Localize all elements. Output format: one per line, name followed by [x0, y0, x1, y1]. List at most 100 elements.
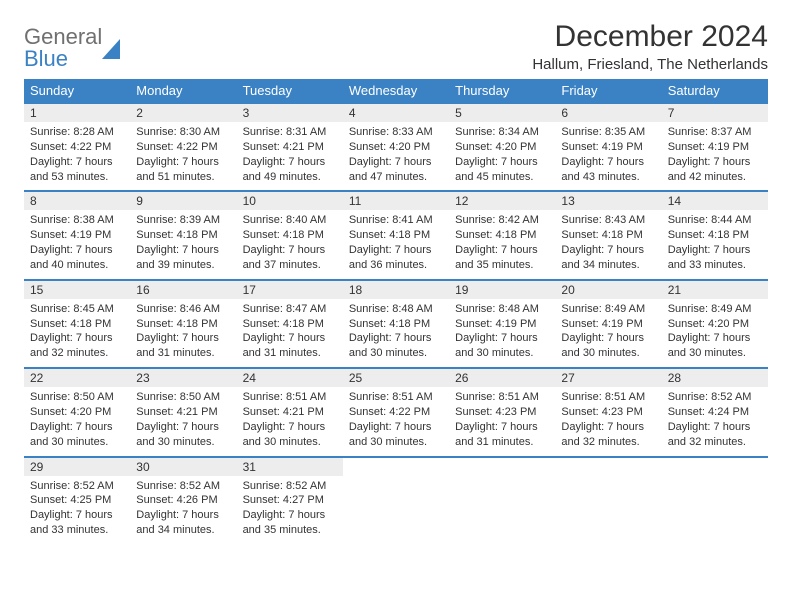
- day-content-cell: Sunrise: 8:44 AMSunset: 4:18 PMDaylight:…: [662, 210, 768, 279]
- daylight-line: Daylight: 7 hours and 30 minutes.: [455, 331, 549, 361]
- day-number-cell: 8: [24, 191, 130, 210]
- sunset-line: Sunset: 4:18 PM: [349, 228, 443, 243]
- weekday-header: Tuesday: [237, 79, 343, 103]
- day-content-cell: Sunrise: 8:51 AMSunset: 4:23 PMDaylight:…: [449, 387, 555, 456]
- day-content-cell: Sunrise: 8:49 AMSunset: 4:19 PMDaylight:…: [555, 299, 661, 368]
- day-number-cell: 20: [555, 280, 661, 299]
- sunset-line: Sunset: 4:18 PM: [30, 317, 124, 332]
- sunset-line: Sunset: 4:20 PM: [668, 317, 762, 332]
- day-number-cell: 9: [130, 191, 236, 210]
- day-number-cell: 10: [237, 191, 343, 210]
- daylight-line: Daylight: 7 hours and 43 minutes.: [561, 155, 655, 185]
- sunset-line: Sunset: 4:23 PM: [561, 405, 655, 420]
- day-content-cell: [449, 476, 555, 544]
- sunrise-line: Sunrise: 8:46 AM: [136, 302, 230, 317]
- sunrise-line: Sunrise: 8:52 AM: [136, 479, 230, 494]
- calendar-table: SundayMondayTuesdayWednesdayThursdayFrid…: [24, 79, 768, 544]
- daylight-line: Daylight: 7 hours and 34 minutes.: [136, 508, 230, 538]
- day-content-cell: Sunrise: 8:52 AMSunset: 4:27 PMDaylight:…: [237, 476, 343, 544]
- sunset-line: Sunset: 4:22 PM: [30, 140, 124, 155]
- sunset-line: Sunset: 4:20 PM: [455, 140, 549, 155]
- sunset-line: Sunset: 4:18 PM: [243, 228, 337, 243]
- daylight-line: Daylight: 7 hours and 39 minutes.: [136, 243, 230, 273]
- day-number-cell: 30: [130, 457, 236, 476]
- day-content-cell: Sunrise: 8:38 AMSunset: 4:19 PMDaylight:…: [24, 210, 130, 279]
- calendar-body: 1234567Sunrise: 8:28 AMSunset: 4:22 PMDa…: [24, 103, 768, 544]
- day-content-cell: Sunrise: 8:30 AMSunset: 4:22 PMDaylight:…: [130, 122, 236, 191]
- daylight-line: Daylight: 7 hours and 35 minutes.: [455, 243, 549, 273]
- sunrise-line: Sunrise: 8:52 AM: [243, 479, 337, 494]
- daylight-line: Daylight: 7 hours and 49 minutes.: [243, 155, 337, 185]
- sunrise-line: Sunrise: 8:39 AM: [136, 213, 230, 228]
- weekday-header: Monday: [130, 79, 236, 103]
- sunrise-line: Sunrise: 8:33 AM: [349, 125, 443, 140]
- day-content-cell: Sunrise: 8:46 AMSunset: 4:18 PMDaylight:…: [130, 299, 236, 368]
- day-number-cell: 21: [662, 280, 768, 299]
- daylight-line: Daylight: 7 hours and 30 minutes.: [30, 420, 124, 450]
- sunset-line: Sunset: 4:22 PM: [136, 140, 230, 155]
- daylight-line: Daylight: 7 hours and 30 minutes.: [561, 331, 655, 361]
- page-title: December 2024: [532, 20, 768, 54]
- daylight-line: Daylight: 7 hours and 36 minutes.: [349, 243, 443, 273]
- sunrise-line: Sunrise: 8:51 AM: [349, 390, 443, 405]
- sunrise-line: Sunrise: 8:47 AM: [243, 302, 337, 317]
- daylight-line: Daylight: 7 hours and 34 minutes.: [561, 243, 655, 273]
- daylight-line: Daylight: 7 hours and 31 minutes.: [455, 420, 549, 450]
- daylight-line: Daylight: 7 hours and 45 minutes.: [455, 155, 549, 185]
- day-number-cell: 19: [449, 280, 555, 299]
- day-content-cell: Sunrise: 8:42 AMSunset: 4:18 PMDaylight:…: [449, 210, 555, 279]
- day-number-cell: 14: [662, 191, 768, 210]
- sunrise-line: Sunrise: 8:49 AM: [668, 302, 762, 317]
- logo-text-bottom: Blue: [24, 48, 102, 70]
- sunset-line: Sunset: 4:19 PM: [561, 140, 655, 155]
- day-content-row: Sunrise: 8:50 AMSunset: 4:20 PMDaylight:…: [24, 387, 768, 456]
- daylight-line: Daylight: 7 hours and 30 minutes.: [349, 420, 443, 450]
- sunrise-line: Sunrise: 8:30 AM: [136, 125, 230, 140]
- sunrise-line: Sunrise: 8:28 AM: [30, 125, 124, 140]
- day-content-cell: [555, 476, 661, 544]
- daylight-line: Daylight: 7 hours and 47 minutes.: [349, 155, 443, 185]
- day-number-cell: 22: [24, 368, 130, 387]
- weekday-header-row: SundayMondayTuesdayWednesdayThursdayFrid…: [24, 79, 768, 103]
- daylight-line: Daylight: 7 hours and 31 minutes.: [136, 331, 230, 361]
- daylight-line: Daylight: 7 hours and 53 minutes.: [30, 155, 124, 185]
- day-content-cell: Sunrise: 8:52 AMSunset: 4:26 PMDaylight:…: [130, 476, 236, 544]
- sunset-line: Sunset: 4:19 PM: [455, 317, 549, 332]
- header: General Blue December 2024 Hallum, Fries…: [24, 20, 768, 73]
- day-number-cell: 11: [343, 191, 449, 210]
- day-content-cell: Sunrise: 8:41 AMSunset: 4:18 PMDaylight:…: [343, 210, 449, 279]
- day-number-cell: 4: [343, 103, 449, 122]
- sunrise-line: Sunrise: 8:41 AM: [349, 213, 443, 228]
- day-number-cell: 27: [555, 368, 661, 387]
- day-content-cell: Sunrise: 8:48 AMSunset: 4:18 PMDaylight:…: [343, 299, 449, 368]
- daynum-row: 891011121314: [24, 191, 768, 210]
- sunset-line: Sunset: 4:18 PM: [455, 228, 549, 243]
- day-content-cell: [343, 476, 449, 544]
- weekday-header: Friday: [555, 79, 661, 103]
- sunrise-line: Sunrise: 8:45 AM: [30, 302, 124, 317]
- daylight-line: Daylight: 7 hours and 30 minutes.: [668, 331, 762, 361]
- daylight-line: Daylight: 7 hours and 33 minutes.: [668, 243, 762, 273]
- sunrise-line: Sunrise: 8:51 AM: [561, 390, 655, 405]
- sunset-line: Sunset: 4:21 PM: [136, 405, 230, 420]
- sunrise-line: Sunrise: 8:44 AM: [668, 213, 762, 228]
- day-content-row: Sunrise: 8:28 AMSunset: 4:22 PMDaylight:…: [24, 122, 768, 191]
- day-content-cell: Sunrise: 8:39 AMSunset: 4:18 PMDaylight:…: [130, 210, 236, 279]
- sunset-line: Sunset: 4:22 PM: [349, 405, 443, 420]
- daylight-line: Daylight: 7 hours and 51 minutes.: [136, 155, 230, 185]
- day-content-cell: Sunrise: 8:48 AMSunset: 4:19 PMDaylight:…: [449, 299, 555, 368]
- sunset-line: Sunset: 4:20 PM: [349, 140, 443, 155]
- sunset-line: Sunset: 4:18 PM: [136, 317, 230, 332]
- sunset-line: Sunset: 4:18 PM: [243, 317, 337, 332]
- day-content-cell: [662, 476, 768, 544]
- day-number-cell: 5: [449, 103, 555, 122]
- sunrise-line: Sunrise: 8:52 AM: [30, 479, 124, 494]
- sunrise-line: Sunrise: 8:50 AM: [30, 390, 124, 405]
- day-content-cell: Sunrise: 8:51 AMSunset: 4:22 PMDaylight:…: [343, 387, 449, 456]
- day-number-cell: 7: [662, 103, 768, 122]
- day-content-row: Sunrise: 8:52 AMSunset: 4:25 PMDaylight:…: [24, 476, 768, 544]
- daylight-line: Daylight: 7 hours and 40 minutes.: [30, 243, 124, 273]
- sunset-line: Sunset: 4:18 PM: [136, 228, 230, 243]
- day-content-cell: Sunrise: 8:33 AMSunset: 4:20 PMDaylight:…: [343, 122, 449, 191]
- sunrise-line: Sunrise: 8:52 AM: [668, 390, 762, 405]
